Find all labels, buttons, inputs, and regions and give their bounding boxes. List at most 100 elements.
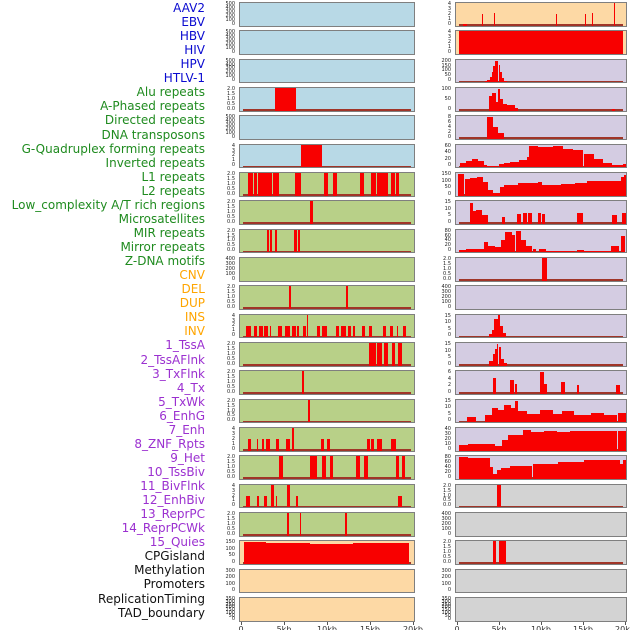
y-tick-label: 100 — [441, 525, 451, 532]
track-label-inv: INV — [184, 324, 205, 339]
y-tick-label: 1.0 — [227, 520, 235, 527]
data-bar — [370, 173, 376, 196]
y-tick-label: 0.0 — [227, 303, 235, 310]
x-tick-mark — [327, 622, 328, 626]
data-bar — [620, 177, 625, 196]
track-panel-dna-transposons — [239, 257, 415, 282]
y-tick-label: 0.0 — [227, 190, 235, 197]
data-bar — [586, 430, 604, 451]
data-bar — [529, 146, 538, 168]
y-tick-label: 0.0 — [443, 558, 451, 565]
data-bar — [497, 315, 500, 338]
data-bar — [611, 164, 623, 168]
y-axis-tad-boundary: 350 300 250 200 150 100 50 0 — [434, 597, 453, 622]
data-bar — [270, 229, 273, 253]
y-tick-label: 150 — [225, 539, 235, 546]
y-axis-a-phased-repeats: 2.0 1.5 1.0 0.5 0.0 — [218, 200, 237, 225]
track-baseline — [458, 222, 624, 224]
data-bar — [292, 428, 294, 451]
track-baseline — [242, 449, 412, 451]
y-tick-label: 2.0 — [443, 539, 451, 546]
data-bar — [264, 325, 268, 338]
y-tick-label: 500 — [225, 114, 235, 121]
data-bar — [286, 439, 290, 451]
data-bar — [289, 286, 291, 309]
data-bar — [285, 325, 291, 338]
data-bar — [501, 240, 506, 253]
data-bar — [491, 72, 494, 83]
data-bar — [603, 415, 618, 423]
y-tick-label: 100 — [225, 73, 235, 80]
track-label-mir-repeats: MIR repeats — [133, 225, 205, 240]
data-bar — [353, 325, 355, 338]
track-baseline — [458, 562, 624, 564]
data-bar — [591, 413, 604, 423]
y-tick-label: 0 — [231, 48, 235, 55]
data-bar — [278, 325, 282, 338]
y-tick-label: 0 — [447, 417, 451, 424]
y-tick-label: 0 — [447, 218, 451, 225]
y-tick-label: 6 — [447, 369, 451, 376]
track-baseline — [458, 137, 624, 139]
y-tick-label: 15 — [444, 341, 451, 348]
x-tick-label: 0 — [238, 625, 244, 630]
data-bar — [561, 381, 565, 394]
x-tick-mark — [499, 622, 500, 626]
track-label-13-reprpc: 13_ReprPC — [140, 507, 205, 522]
y-axis-promoters: 2.0 1.5 1.0 0.5 0.0 — [434, 540, 453, 565]
y-tick-label: 100 — [441, 580, 451, 587]
y-tick-label: 2.0 — [227, 284, 235, 291]
y-tick-label: 1.5 — [227, 204, 235, 211]
data-bar — [489, 334, 492, 338]
track-panel-15-quies — [455, 455, 627, 480]
track-panel-13-reprpc — [455, 398, 627, 424]
y-tick-label: 0.5 — [227, 242, 235, 249]
data-bar — [462, 23, 468, 26]
data-bar — [518, 411, 528, 423]
track-label-inverted-repeats: Inverted repeats — [105, 155, 205, 170]
data-bar — [503, 162, 511, 168]
track-label-l2-repeats: L2 repeats — [141, 183, 206, 198]
y-tick-label: 0.5 — [443, 554, 451, 561]
x-tick-mark — [625, 622, 626, 626]
y-tick-label: 400 — [225, 33, 235, 40]
y-tick-label: 50 — [444, 612, 451, 619]
data-bar — [253, 173, 258, 196]
data-bar — [402, 325, 407, 338]
y-tick-label: 1 — [447, 15, 451, 22]
track-label-dup: DUP — [179, 296, 205, 311]
x-tick-label: 10kb — [531, 625, 551, 630]
y-tick-label: 300 — [441, 515, 451, 522]
y-tick-label: 5 — [447, 410, 451, 417]
y-tick-label: 0.5 — [227, 214, 235, 220]
data-bar — [484, 164, 487, 168]
y-tick-label: 1.5 — [227, 289, 235, 296]
y-tick-label: 0 — [231, 558, 235, 565]
y-tick-label: 1.0 — [227, 407, 235, 414]
data-bar — [574, 415, 592, 423]
x-tick-label: 15kb — [573, 625, 593, 630]
track-baseline — [242, 335, 412, 338]
track-label-14-reprpcwk: 14_ReprPCWk — [121, 521, 205, 536]
y-tick-label: 1.0 — [227, 180, 235, 187]
track-baseline — [458, 335, 624, 338]
data-bar — [499, 99, 503, 111]
data-bar — [277, 173, 280, 196]
track-baseline — [242, 307, 412, 309]
data-bar — [552, 146, 564, 168]
y-tick-label: 0 — [447, 303, 451, 310]
track-label-alu-repeats: Alu repeats — [136, 85, 205, 100]
data-bar — [492, 473, 497, 479]
track-panel-hiv — [239, 87, 415, 112]
track-panel-htlv-1 — [239, 143, 415, 169]
data-bar — [323, 173, 328, 196]
data-bar — [327, 439, 331, 451]
track-label-8-znf-rpts: 8_ZNF_Rpts — [134, 436, 205, 451]
y-tick-label: 0 — [231, 20, 235, 27]
data-bar — [563, 149, 574, 168]
track-label-htlv-1: HTLV-1 — [163, 71, 205, 86]
y-tick-label: 0.0 — [227, 417, 235, 424]
track-label-l1-repeats: L1 repeats — [141, 169, 206, 184]
data-bar — [395, 173, 400, 196]
